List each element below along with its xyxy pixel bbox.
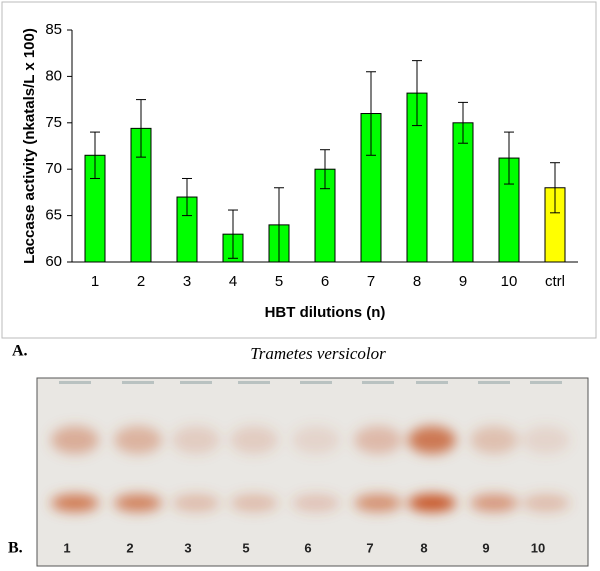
x-tick-label: 10: [501, 273, 518, 290]
lane-label: 6: [304, 540, 311, 555]
y-tick-label: 65: [45, 207, 62, 224]
gel-band: [114, 494, 162, 512]
x-tick-label: 1: [91, 273, 99, 290]
x-tick-label: 2: [137, 273, 145, 290]
gel-well: [122, 381, 154, 384]
lane-label: 7: [366, 540, 373, 555]
lane-label: 3: [184, 540, 191, 555]
lane-label: 5: [242, 540, 249, 555]
error-bar: [550, 162, 560, 214]
y-tick-label: 70: [45, 160, 62, 177]
gel-band: [470, 426, 518, 454]
x-tick-label: 3: [183, 273, 191, 290]
gel-well: [59, 381, 91, 384]
error-bar: [504, 131, 514, 185]
gel-band: [292, 494, 340, 512]
x-tick-label: 7: [367, 273, 375, 290]
panel-label: A.: [12, 343, 28, 360]
gel-well: [416, 381, 448, 384]
x-tick-label: 4: [229, 273, 237, 290]
gel-band: [292, 426, 340, 454]
lane-label: 10: [531, 540, 545, 555]
error-bar: [228, 209, 238, 259]
error-bar: [458, 101, 468, 144]
error-bar: [90, 131, 100, 179]
gel-band: [522, 494, 570, 512]
y-tick-label: 75: [45, 114, 62, 131]
error-bar: [412, 60, 422, 127]
gel-well: [478, 381, 510, 384]
panel-label: B.: [8, 540, 23, 557]
gel-band: [408, 494, 456, 512]
x-axis-title: HBT dilutions (n): [265, 304, 386, 321]
y-tick-label: 85: [45, 21, 62, 38]
gel-image: [36, 377, 589, 567]
gel-band: [470, 494, 518, 512]
error-bar: [136, 99, 146, 158]
gel-title: Trametes versicolor: [250, 344, 386, 363]
gel-band: [522, 426, 570, 454]
gel-well: [530, 381, 562, 384]
x-tick-label: ctrl: [545, 273, 565, 290]
gel-band: [354, 426, 402, 454]
gel-band: [354, 494, 402, 512]
gel-band: [172, 426, 220, 454]
error-bar: [320, 149, 330, 190]
x-tick-label: 9: [459, 273, 467, 290]
gel-bands: [51, 426, 570, 512]
gel-band: [230, 426, 278, 454]
error-bar: [182, 177, 192, 217]
gel-well: [238, 381, 270, 384]
lane-label: 2: [126, 540, 133, 555]
gel-well: [362, 381, 394, 384]
gel-band: [172, 494, 220, 512]
gel-band: [230, 494, 278, 512]
lane-label: 1: [63, 540, 70, 555]
gel-band: [114, 426, 162, 454]
error-bar: [366, 71, 376, 156]
x-tick-label: 6: [321, 273, 329, 290]
x-tick-label: 8: [413, 273, 421, 290]
lane-label: 8: [420, 540, 427, 555]
y-tick-label: 60: [45, 253, 62, 270]
lane-label: 9: [482, 540, 489, 555]
x-tick-label: 5: [275, 273, 283, 290]
gel-well: [300, 381, 332, 384]
gel-band: [408, 426, 456, 454]
gel-band: [51, 426, 99, 454]
gel-band: [51, 494, 99, 512]
error-bar: [274, 187, 284, 263]
y-axis-title: Laccase activity (nkatals/L x 100): [21, 28, 38, 264]
gel-well: [180, 381, 212, 384]
y-tick-label: 80: [45, 67, 62, 84]
